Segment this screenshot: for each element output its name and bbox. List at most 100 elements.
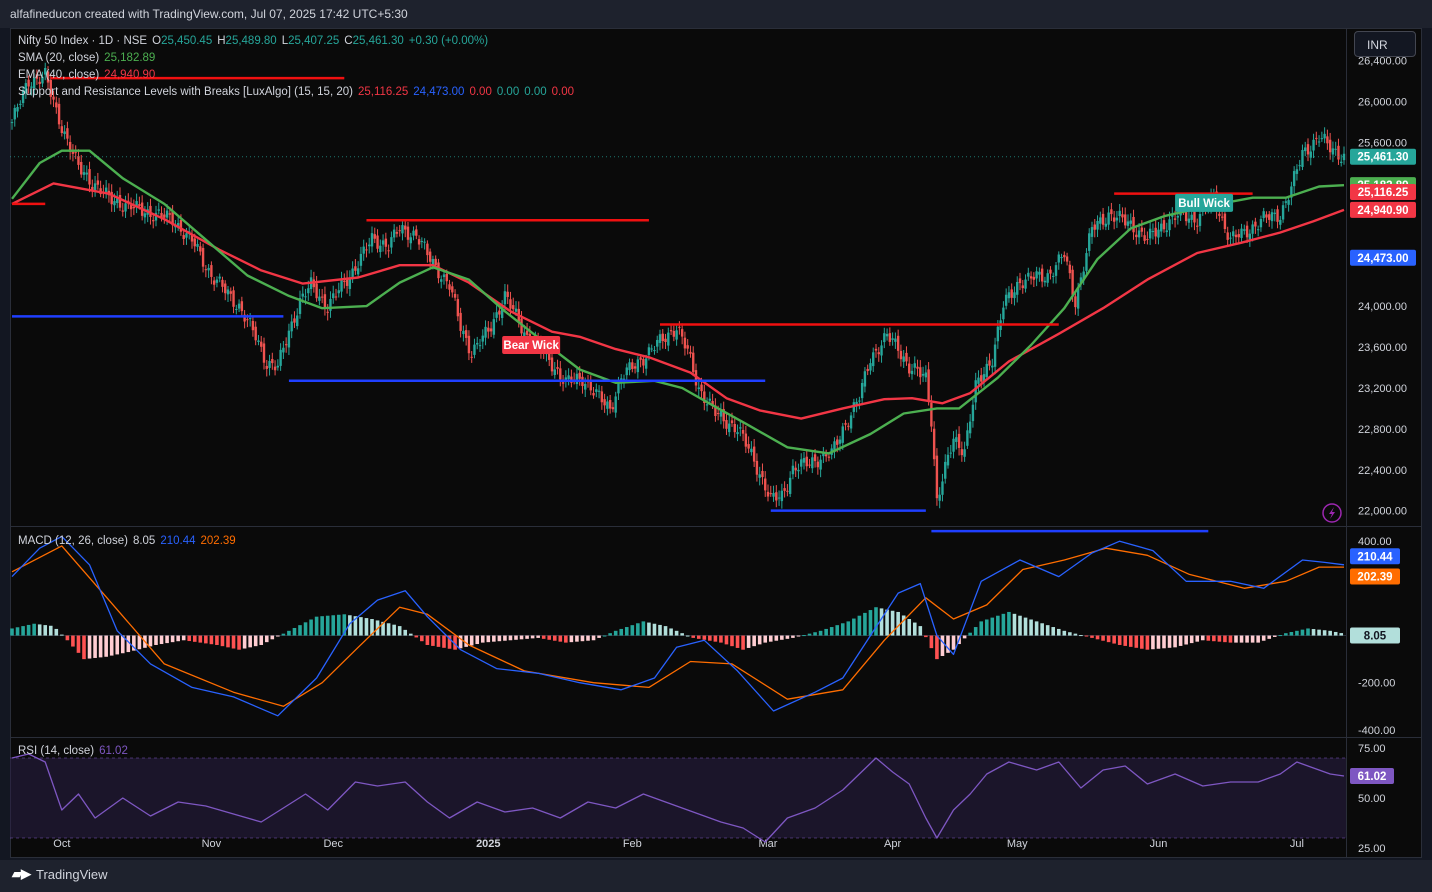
legend-sr-label[interactable]: Support and Resistance Levels with Break… [18, 86, 353, 98]
candle-body [30, 86, 33, 88]
candle-body [348, 277, 352, 289]
candle-body [212, 280, 216, 285]
candle-body [548, 348, 551, 360]
candle-body [68, 141, 72, 153]
legend-ema-label[interactable]: EMA (40, close) [18, 69, 100, 81]
candle-body [794, 467, 797, 471]
macd-histogram-bar [1045, 625, 1050, 636]
candle-body [509, 299, 512, 309]
candle-body [1101, 213, 1105, 225]
candle-body [265, 365, 268, 369]
rsi-tag-label: 61.02 [1358, 771, 1387, 783]
legend-low: 25,407.25 [288, 35, 340, 47]
legend-ema-row: EMA (40, close) 24,940.90 [18, 69, 160, 81]
candle-body [741, 429, 745, 434]
macd-histogram-bar [397, 626, 402, 636]
candle-body [1040, 268, 1044, 282]
candle-body [628, 362, 631, 371]
candle-body [883, 333, 886, 343]
candle-body [935, 455, 939, 499]
legend-low-label: L [281, 35, 289, 47]
candle-body [165, 210, 169, 218]
candle-body [722, 409, 725, 422]
candle-body [963, 449, 966, 457]
macd-histogram-bar [220, 635, 225, 647]
candle-body [74, 152, 77, 154]
macd-histogram-bar [242, 635, 247, 649]
macd-histogram-bar [624, 627, 629, 636]
tradingview-logo[interactable]: ▰▶ TradingView [12, 866, 108, 882]
candle-body [1027, 272, 1030, 277]
alerts-icon[interactable] [1322, 503, 1342, 523]
macd-histogram-bar [1234, 635, 1238, 643]
macd-histogram-bar [71, 635, 75, 647]
macd-histogram-bar [1040, 623, 1044, 636]
candle-body [1237, 234, 1240, 238]
candle-body [863, 371, 867, 387]
candle-body [1317, 141, 1321, 143]
macd-histogram-bar [741, 635, 745, 650]
candle-body [143, 213, 147, 218]
candle-body [304, 296, 307, 298]
currency-button[interactable]: INR [1354, 31, 1416, 57]
price-tick-label: 25,600.00 [1358, 138, 1407, 150]
candle-body [1259, 219, 1263, 228]
candle-body [1049, 269, 1052, 274]
candle-body [445, 273, 448, 282]
candle-body [991, 365, 994, 368]
candle-body [625, 367, 628, 376]
macd-histogram-bar [209, 635, 214, 645]
candle-body [841, 426, 844, 443]
macd-histogram-bar [98, 635, 103, 658]
candle-body [606, 401, 609, 409]
macd-histogram-bar [1128, 635, 1133, 647]
macd-histogram-bar [984, 619, 989, 636]
candle-body [448, 284, 451, 290]
candle-body [71, 150, 75, 154]
candle-body [262, 343, 266, 363]
candle-body [559, 368, 562, 380]
macd-histogram-bar [1278, 635, 1283, 637]
candle-body [160, 212, 163, 218]
candle-body [836, 439, 839, 445]
candle-body [453, 293, 457, 298]
candle-body [1088, 233, 1091, 251]
candle-body [379, 245, 382, 253]
legend-macd-label[interactable]: MACD (12, 26, close) [18, 535, 128, 547]
candle-body [1035, 271, 1038, 279]
macd-histogram-bar [547, 635, 552, 640]
candle-body [132, 207, 136, 209]
candle-body [21, 89, 25, 104]
candle-body [179, 219, 183, 232]
macd-histogram-bar [1239, 635, 1244, 643]
candle-body [1112, 217, 1116, 222]
macd-histogram-bar [480, 635, 485, 643]
candle-body [769, 493, 772, 495]
candle-body [968, 421, 972, 434]
candle-body [1029, 276, 1033, 279]
candle-body [944, 461, 947, 479]
candle-body [824, 454, 828, 457]
candle-body [1326, 136, 1329, 144]
candle-body [354, 266, 357, 271]
macd-histogram-bar [425, 635, 430, 645]
candle-body [57, 103, 61, 125]
candle-body [1074, 296, 1077, 308]
rsi-line [11, 753, 1345, 843]
candle-body [207, 267, 210, 271]
candle-body [930, 402, 933, 427]
candle-body [1173, 218, 1177, 220]
candle-body [495, 312, 498, 318]
alerts-icon-circle [1322, 503, 1342, 523]
legend-sma-label[interactable]: SMA (20, close) [18, 52, 100, 64]
legend-rsi-label[interactable]: RSI (14, close) [18, 745, 95, 757]
macd-histogram-bar [774, 635, 779, 641]
candle-body [290, 321, 293, 332]
macd-histogram-bar [1051, 627, 1056, 636]
candle-body [946, 454, 950, 466]
candle-body [860, 382, 864, 399]
candle-body [257, 340, 260, 343]
candle-body [960, 449, 964, 456]
legend-symbol[interactable]: Nifty 50 Index · 1D · NSE [18, 35, 148, 47]
